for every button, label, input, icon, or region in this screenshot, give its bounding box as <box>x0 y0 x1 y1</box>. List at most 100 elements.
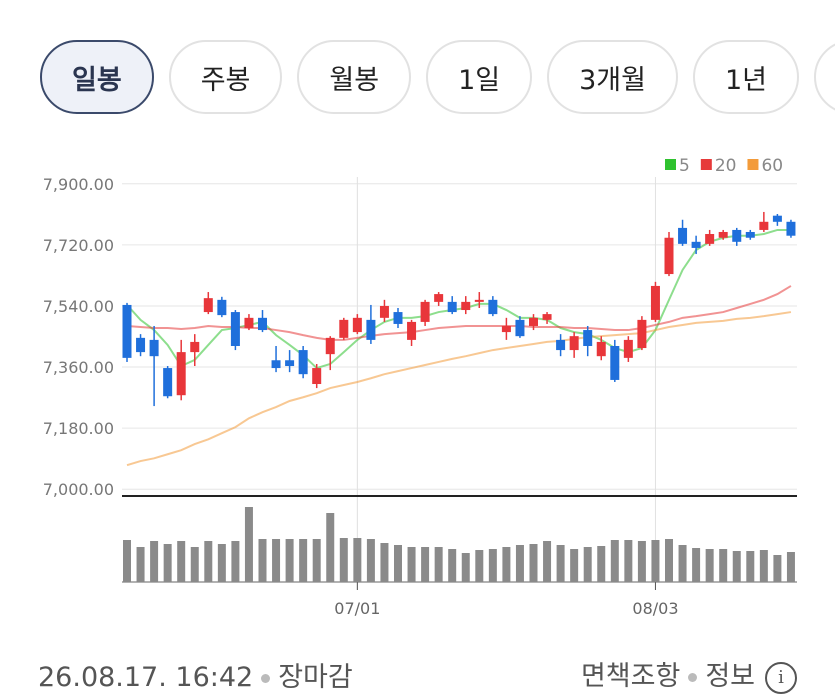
candle-body <box>759 221 769 230</box>
market-status: 장마감 <box>278 661 353 693</box>
info-link[interactable]: 정보 <box>705 661 755 693</box>
volume-bar <box>746 551 755 582</box>
volume-bar <box>692 548 701 582</box>
candle-body <box>650 285 660 320</box>
volume-bar <box>570 549 579 582</box>
legend-label: 60 <box>761 156 783 176</box>
volume-bar <box>123 540 131 582</box>
period-tab[interactable]: 3개월 <box>547 40 678 114</box>
volume-bar <box>488 549 497 582</box>
volume-bar <box>705 549 714 582</box>
volume-bar <box>543 541 552 582</box>
candle-body <box>298 350 308 375</box>
candle-body <box>772 215 782 222</box>
volume-bar <box>272 539 281 582</box>
y-tick-label: 7,180.00 <box>43 419 114 438</box>
volume-bar <box>515 545 524 582</box>
candle-body <box>529 317 538 326</box>
footer-right: 면책조항 정보 i <box>581 654 797 694</box>
candle-body <box>501 325 511 333</box>
volume-bar <box>719 549 728 582</box>
legend-label: 20 <box>715 156 737 176</box>
candle-body <box>352 317 362 333</box>
candle-body <box>461 301 471 311</box>
volume-bar <box>502 547 511 582</box>
period-tab[interactable]: 주봉 <box>168 40 283 114</box>
volume-bar <box>583 547 592 582</box>
candle-body <box>745 231 755 238</box>
volume-bar <box>136 547 145 582</box>
volume-bar <box>665 539 673 582</box>
candle-body <box>596 341 606 357</box>
candle-body <box>556 339 566 351</box>
volume-bar <box>394 545 402 582</box>
separator-dot <box>688 673 698 683</box>
candle-body <box>312 368 322 385</box>
candle-body <box>271 360 281 369</box>
volume-bar <box>624 540 633 582</box>
legend-swatch <box>665 159 676 170</box>
candle-body <box>258 317 267 331</box>
legend-swatch <box>700 159 712 170</box>
candle-body <box>488 299 498 315</box>
volume-bar <box>150 541 159 582</box>
volume-bar <box>786 552 795 582</box>
candle-body <box>732 229 742 242</box>
legend-label: 5 <box>679 156 690 176</box>
volume-bar <box>204 541 213 582</box>
volume-bar <box>244 507 253 582</box>
candle-body <box>393 312 403 324</box>
footer: 26.08.17. 16:42 장마감 면책조항 정보 i <box>38 652 797 696</box>
separator-dot <box>261 673 271 683</box>
footer-left: 26.08.17. 16:42 장마감 <box>38 655 353 694</box>
candle-body <box>515 319 525 337</box>
candle-body <box>136 337 146 353</box>
volume-bar <box>163 544 172 582</box>
candle-body <box>610 346 620 380</box>
volume-bar <box>421 547 430 582</box>
y-tick-label: 7,900.00 <box>43 175 114 194</box>
volume-bar <box>597 546 606 582</box>
y-tick-label: 7,540.00 <box>43 297 114 316</box>
volume-bar <box>366 539 375 582</box>
chart: 7,000.00 7,180.00 7,360.00 7,540.00 7,720.00… <box>43 156 797 618</box>
volume-bar <box>475 550 484 582</box>
candle-body <box>637 319 647 349</box>
volume-bar <box>285 539 294 582</box>
candle-body <box>190 341 200 353</box>
volume-bar <box>380 543 389 582</box>
volume-bar <box>759 550 768 582</box>
candle-body <box>623 339 633 358</box>
volume-bar <box>407 547 416 582</box>
volume-bar <box>678 545 687 582</box>
period-tab[interactable]: 일봉 <box>40 40 154 114</box>
volume-bar <box>610 540 619 582</box>
period-tab[interactable]: 1일 <box>426 40 533 114</box>
candle-body <box>786 221 796 236</box>
volume-bar <box>217 544 226 582</box>
info-icon[interactable]: i <box>765 661 797 694</box>
moving-average-line <box>126 285 792 341</box>
candle-body <box>718 231 728 238</box>
period-tab[interactable]: 1년 <box>692 40 799 114</box>
period-tab[interactable]: 월봉 <box>297 40 412 114</box>
candle-body <box>542 314 552 320</box>
candle-body <box>149 339 159 357</box>
candle-body <box>366 319 376 340</box>
candle-body <box>678 227 688 244</box>
volume-bar <box>461 553 470 582</box>
volume-bar <box>339 538 348 582</box>
candle-body <box>664 237 674 275</box>
candle-body <box>420 301 430 322</box>
x-tick-label: 07/01 <box>334 599 380 618</box>
volume-bar <box>529 544 538 582</box>
volume-bar <box>556 545 565 582</box>
candle-body <box>583 330 593 347</box>
datetime: 26.08.17. 16:42 <box>38 661 254 693</box>
disclaimer-link[interactable]: 면책조항 <box>580 661 681 693</box>
candle-body <box>691 241 701 248</box>
volume-bar <box>326 513 335 582</box>
candle-body <box>176 352 186 396</box>
moving-average-line <box>126 311 792 467</box>
